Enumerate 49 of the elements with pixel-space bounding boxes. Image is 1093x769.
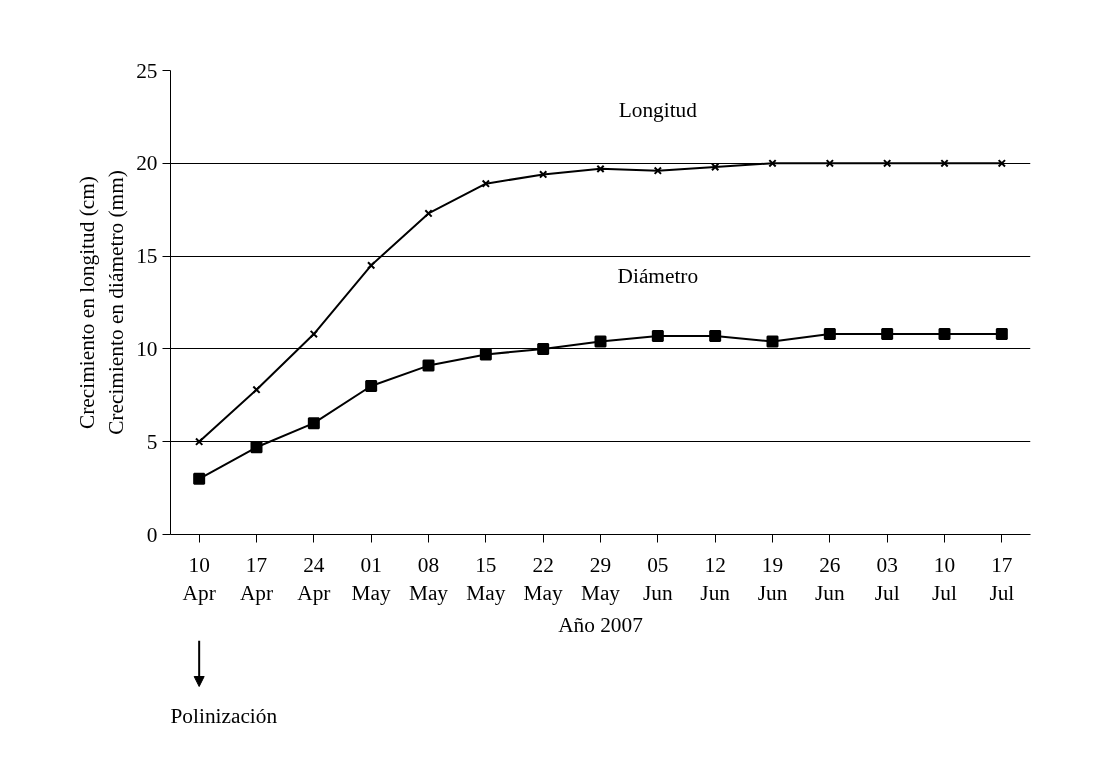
point — [537, 342, 550, 355]
point — [307, 417, 320, 430]
point — [424, 209, 433, 218]
y-tick-label: 15 — [136, 244, 158, 269]
point — [938, 328, 951, 341]
x-tick-label: 26 Jun — [815, 552, 845, 606]
x-tick-label: 19 Jun — [757, 552, 788, 606]
x-tick-label: 01 May — [351, 552, 392, 606]
y-axis-title: Crecimiento en longitud (cm) Crecimiento en diámetro (mm) — [75, 170, 129, 435]
point — [422, 359, 435, 372]
text: Polinización — [170, 703, 278, 728]
x-tick-label: 10 Jul — [932, 552, 958, 606]
x-tick-label: 24 Apr — [297, 552, 331, 606]
point — [193, 472, 206, 485]
point — [766, 335, 779, 348]
y-tick-label: 10 — [136, 336, 158, 361]
point — [768, 159, 777, 168]
point — [651, 329, 664, 342]
point — [366, 261, 376, 270]
point — [194, 437, 204, 446]
point — [481, 179, 491, 188]
x-tick-label: 17 Jul — [989, 552, 1015, 606]
point — [365, 380, 378, 393]
x-tick-label: 15 May — [466, 552, 506, 606]
point — [709, 329, 722, 342]
x-tick-label: 29 May — [580, 552, 621, 606]
point — [309, 329, 319, 339]
x-tick-label: 03 Jul — [874, 552, 900, 606]
point — [823, 328, 836, 341]
x-tick-label: 22 May — [523, 552, 564, 606]
y-tick-label: 20 — [136, 151, 158, 176]
x-axis-title: Año 2007 — [558, 613, 644, 638]
x-tick-label: 10 Apr — [182, 552, 216, 606]
point — [995, 328, 1008, 341]
y-tick-label: 0 — [146, 522, 158, 547]
x-tick-label: 05 Jun — [643, 552, 673, 606]
text: Longitud — [618, 98, 698, 123]
x-tick-label: 17 Apr — [239, 552, 274, 606]
y-tick-label: 5 — [146, 429, 158, 454]
y-tick-label: 25 — [136, 58, 158, 83]
point — [940, 159, 949, 168]
point — [252, 385, 261, 394]
point — [881, 328, 894, 341]
text: Diámetro — [617, 263, 699, 288]
x-tick-label: 12 Jun — [700, 552, 731, 606]
point — [250, 441, 263, 454]
x-tick-label: 08 May — [408, 552, 449, 606]
point — [594, 335, 607, 348]
point — [479, 348, 492, 361]
